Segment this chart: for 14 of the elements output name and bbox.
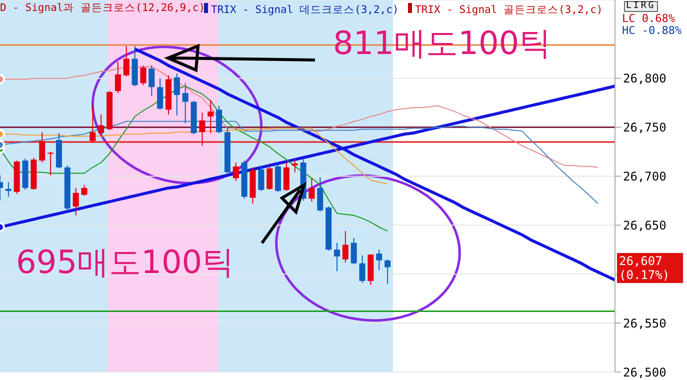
text: HC -0.88% — [622, 24, 682, 37]
annotation: 695매도100틱 — [16, 243, 234, 281]
y-tick-label: 26,650 — [623, 218, 666, 232]
text: 26,607 (0.17%) — [617, 253, 683, 283]
text: LIRG — [624, 1, 658, 12]
y-tick-label: 26,550 — [623, 316, 666, 330]
y-tick-label: 26,800 — [623, 72, 666, 86]
text: LC 0.68% — [622, 12, 675, 25]
y-tick-label: 26,750 — [623, 120, 666, 135]
y-tick-label: 26,700 — [623, 169, 666, 184]
annotation: D - Signal과 골든크로스(12,26,9,c) — [0, 2, 206, 14]
y-tick-label: 26,500 — [623, 365, 666, 380]
annotation: TRIX - Signal 데드크로스(3,2,c) — [211, 4, 399, 16]
annotation: TRIX - Signal 골든크로스(3,2,c) — [415, 4, 603, 16]
